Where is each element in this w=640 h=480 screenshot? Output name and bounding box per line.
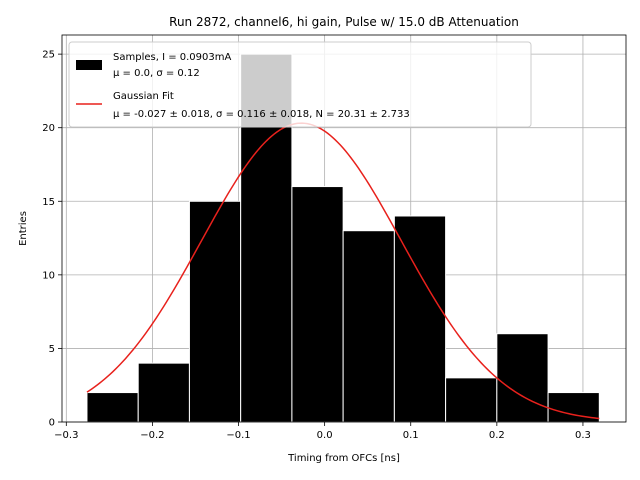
histogram-bar-1 (137, 362, 190, 423)
x-axis-label: Timing from OFCs [ns] (287, 453, 400, 464)
x-tick-label-3: 0.0 (317, 430, 333, 441)
histogram-bar-0 (86, 392, 139, 423)
histogram-bar-7 (445, 377, 498, 423)
x-axis-ticks: −0.3 −0.2 −0.1 0.0 0.1 0.2 0.3 (54, 422, 591, 441)
gaussian-fit-curve (86, 122, 600, 420)
histogram-bar-4 (291, 186, 344, 423)
legend-box (68, 41, 532, 128)
x-tick-label-1: −0.2 (140, 430, 164, 441)
x-tick-label-0: −0.3 (54, 430, 78, 441)
y-tick-label-0: 0 (49, 418, 55, 429)
histogram-bar-6 (393, 215, 447, 423)
histogram-bar-8 (496, 333, 549, 423)
y-tick-label-5: 25 (42, 50, 55, 61)
legend-samples-stats: μ = 0.0, σ = 0.12 (113, 68, 200, 79)
x-tick-label-5: 0.2 (489, 430, 505, 441)
x-tick-label-4: 0.1 (403, 430, 419, 441)
legend-fit-stats: μ = -0.027 ± 0.018, σ = 0.116 ± 0.018, N… (113, 109, 410, 120)
y-axis-label: Entries (18, 211, 29, 246)
legend-samples-label: Samples, I = 0.0903mA (113, 52, 231, 63)
legend: Samples, I = 0.0903mA μ = 0.0, σ = 0.12 … (68, 41, 532, 128)
histogram-bar-5 (342, 230, 395, 423)
plot-frame (61, 34, 627, 423)
legend-samples-swatch (76, 60, 102, 70)
histogram-bar-2 (188, 200, 242, 423)
y-tick-label-2: 10 (42, 270, 55, 281)
y-tick-label-1: 5 (49, 344, 55, 355)
y-tick-label-3: 15 (42, 197, 55, 208)
chart-title: Run 2872, channel6, hi gain, Pulse w/ 15… (169, 15, 519, 29)
legend-fit-label: Gaussian Fit (113, 91, 174, 102)
y-tick-label-4: 20 (42, 123, 55, 134)
x-tick-label-6: 0.3 (575, 430, 591, 441)
y-axis-ticks: 0 5 10 15 20 25 (42, 50, 62, 429)
x-tick-label-2: −0.1 (226, 430, 250, 441)
